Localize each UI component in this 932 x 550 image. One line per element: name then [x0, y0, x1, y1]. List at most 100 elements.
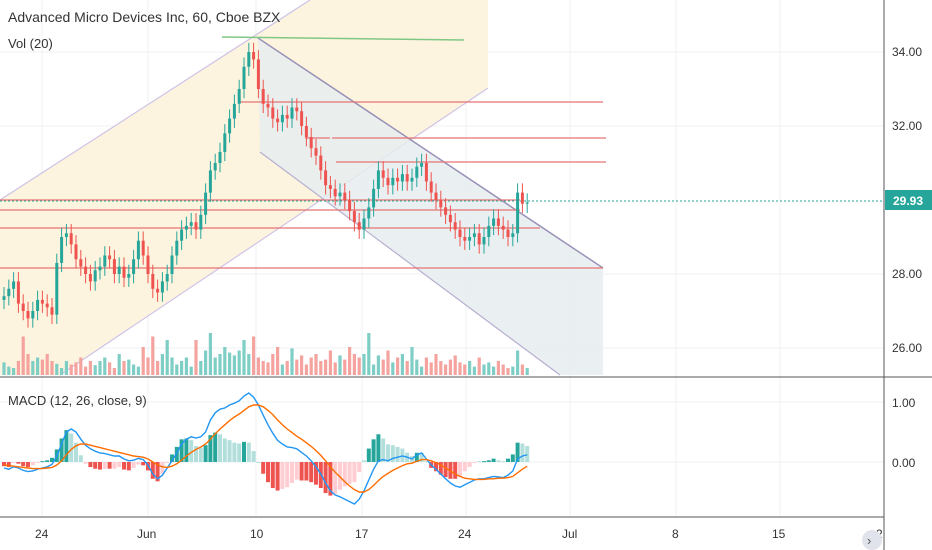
candle-body — [40, 299, 44, 304]
volume-bars — [2, 333, 529, 375]
candle-body — [237, 89, 241, 104]
candle-body — [420, 163, 424, 167]
volume-bar — [300, 355, 304, 375]
volume-bar — [136, 366, 140, 375]
macd-histogram-bar — [203, 445, 208, 462]
candle-body — [343, 192, 347, 200]
candle-body — [117, 266, 121, 274]
signal-line — [3, 404, 528, 493]
price-tick-28: 28.00 — [892, 267, 922, 281]
macd-histogram-bar — [482, 461, 486, 463]
macd-histogram-bar — [189, 440, 194, 462]
candle-body — [324, 170, 328, 186]
volume-bar — [64, 361, 68, 375]
volume-bar — [213, 357, 217, 375]
candle-body — [276, 118, 280, 123]
volume-bar — [36, 357, 40, 375]
candle-body — [285, 114, 289, 119]
volume-bar — [98, 361, 102, 375]
volume-bar — [328, 350, 332, 375]
candle-body — [516, 192, 520, 234]
candle-body — [127, 274, 131, 278]
time-label-jun: Jun — [137, 527, 156, 541]
candle-body — [160, 281, 164, 293]
macd-histogram-bar — [141, 462, 146, 466]
candle-body — [266, 103, 270, 108]
macd-histogram-bar — [170, 454, 174, 462]
macd-label: MACD (12, 26, close, 9) — [8, 393, 147, 408]
volume-bar — [117, 354, 121, 375]
macd-histogram-bar — [294, 462, 299, 480]
candle-body — [151, 274, 155, 289]
volume-bar — [357, 357, 361, 375]
candle-body — [520, 192, 524, 204]
macd-histogram-bar — [506, 458, 510, 462]
macd-histogram-bar — [520, 443, 525, 462]
candle-body — [141, 240, 145, 256]
macd-histogram-bar — [371, 439, 376, 462]
candle-body — [444, 207, 448, 215]
volume-bar — [453, 355, 457, 375]
macd-histogram-bar — [208, 435, 213, 462]
scroll-to-latest-button[interactable]: › — [862, 530, 882, 550]
volume-bar — [400, 354, 404, 375]
candle-body — [228, 118, 232, 134]
candle-body — [2, 296, 6, 300]
volume-bar — [55, 363, 59, 375]
chevron-right-icon: › — [867, 533, 871, 548]
volume-bar — [381, 359, 385, 375]
volume-bar — [60, 368, 64, 375]
volume-bar — [410, 347, 414, 375]
candle-body — [400, 174, 404, 182]
macd-histogram-bar — [280, 462, 285, 489]
candle-body — [396, 177, 400, 182]
macd-histogram-bar — [6, 462, 11, 468]
volume-bar — [434, 354, 438, 375]
candle-body — [280, 114, 284, 123]
candle-body — [213, 163, 217, 171]
macd-histogram-bar — [496, 460, 501, 462]
candle-body — [458, 229, 462, 237]
macd-histogram-bar — [107, 462, 112, 469]
macd-histogram-bar — [491, 458, 496, 462]
candle-body — [304, 126, 308, 138]
volume-bar — [367, 333, 371, 375]
candle-body — [448, 214, 452, 223]
macd-histogram-bar — [366, 448, 371, 462]
volume-bar — [376, 355, 380, 375]
time-label-24may: 24 — [35, 527, 49, 541]
volume-bar — [218, 354, 222, 375]
volume-bar — [74, 362, 78, 375]
volume-bar — [261, 361, 265, 375]
volume-bar — [151, 336, 155, 375]
macd-histogram-bar — [83, 462, 88, 464]
candle-body — [487, 225, 491, 237]
descending-channel-fill — [258, 38, 603, 375]
volume-bar — [271, 354, 275, 375]
candle-body — [376, 170, 380, 189]
candle-body — [477, 233, 481, 245]
macd-histogram-bar — [26, 462, 30, 468]
ascending-channel-fill — [0, 0, 488, 375]
macd-histogram-bar — [64, 430, 69, 462]
candle-body — [338, 192, 342, 197]
volume-bar — [88, 361, 92, 375]
channel-drawings — [0, 0, 884, 376]
macd-histogram-bar — [275, 462, 280, 491]
macd-histogram-bar — [395, 446, 400, 462]
time-label-17: 17 — [355, 527, 369, 541]
macd-histogram-bar — [179, 439, 184, 462]
volume-bar — [50, 361, 54, 375]
volume-bar — [525, 368, 529, 375]
macd-histogram-bar — [462, 462, 467, 472]
volume-bar — [189, 366, 193, 375]
candle-body — [271, 107, 275, 119]
volume-bar — [324, 359, 328, 375]
candle-body — [309, 137, 313, 149]
macd-histogram-bar — [184, 438, 189, 462]
time-label-24jun: 24 — [458, 527, 472, 541]
macd-histogram-bar — [438, 462, 443, 475]
macd-histogram-bar — [242, 441, 246, 462]
candle-body — [189, 222, 193, 226]
